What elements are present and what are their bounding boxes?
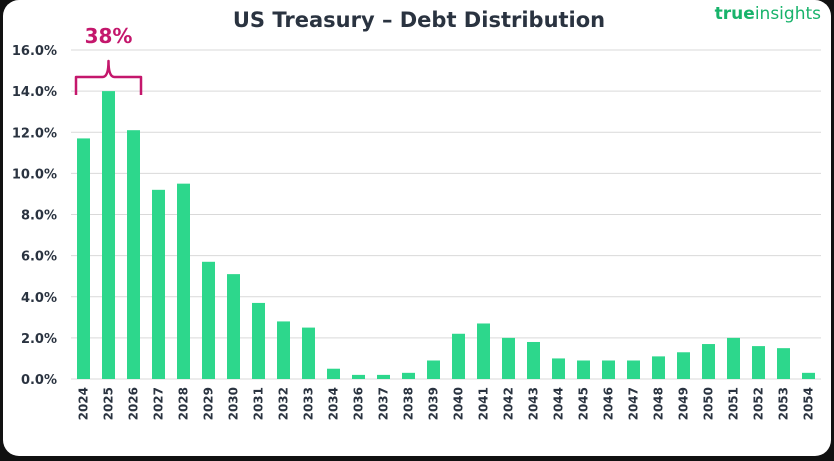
x-tick-label: 2032 xyxy=(277,387,291,420)
y-tick-label: 14.0% xyxy=(12,85,57,100)
bar-2027 xyxy=(152,189,165,379)
bar-2031 xyxy=(252,302,265,379)
chart-title: US Treasury – Debt Distribution xyxy=(233,8,605,32)
chart-card: US Treasury – Debt Distribution trueinsi… xyxy=(3,0,831,456)
y-tick-label: 2.0% xyxy=(21,332,57,347)
x-tick-label: 2037 xyxy=(377,387,391,420)
annotation-bracket: 38% xyxy=(74,24,143,95)
x-tick-label: 2025 xyxy=(102,387,116,420)
x-tick-label: 2050 xyxy=(702,387,716,420)
bar-2044 xyxy=(552,358,565,379)
bar-2039 xyxy=(427,360,440,379)
brand-logo: trueinsights xyxy=(715,4,821,24)
x-tick-label: 2048 xyxy=(652,387,666,420)
bar-2046 xyxy=(602,360,615,379)
bar-2026 xyxy=(127,130,140,379)
bar-2047 xyxy=(627,360,640,379)
bar-2036 xyxy=(352,374,365,379)
x-tick-label: 2027 xyxy=(152,387,166,420)
bar-2038 xyxy=(402,372,415,379)
x-tick-label: 2031 xyxy=(252,387,266,420)
x-tick-label: 2045 xyxy=(577,387,591,420)
bar-2043 xyxy=(527,341,540,379)
bar-2050 xyxy=(702,344,715,379)
bar-2029 xyxy=(202,261,215,379)
x-tick-label: 2038 xyxy=(402,387,416,420)
bar-2042 xyxy=(502,337,515,379)
y-tick-label: 12.0% xyxy=(12,126,57,141)
x-tick-label: 2042 xyxy=(502,387,516,420)
x-tick-label: 2026 xyxy=(127,387,141,420)
x-tick-label: 2049 xyxy=(677,387,691,420)
x-tick-label: 2041 xyxy=(477,387,491,420)
bar-2030 xyxy=(227,274,240,379)
bar-2049 xyxy=(677,352,690,379)
x-tick-label: 2054 xyxy=(802,387,816,420)
bar-2051 xyxy=(727,337,740,379)
brand-logo-insights: insights xyxy=(755,4,821,24)
x-tick-label: 2028 xyxy=(177,387,191,420)
bar-2041 xyxy=(477,323,490,379)
bar-2034 xyxy=(327,368,340,379)
gridlines xyxy=(71,49,821,380)
x-tick-label: 2024 xyxy=(77,387,91,420)
x-tick-label: 2047 xyxy=(627,387,641,420)
bar-2045 xyxy=(577,360,590,379)
bar-2048 xyxy=(652,356,665,379)
x-tick-label: 2036 xyxy=(352,387,366,420)
bar-2032 xyxy=(277,321,290,379)
bar-2033 xyxy=(302,327,315,379)
bar-2052 xyxy=(752,346,765,379)
bar-2024 xyxy=(77,138,90,379)
y-tick-label: 8.0% xyxy=(21,209,57,224)
x-tick-label: 2046 xyxy=(602,387,616,420)
brand-logo-true: true xyxy=(715,4,755,24)
y-tick-label: 10.0% xyxy=(12,167,57,182)
bar-2025 xyxy=(102,91,115,379)
x-axis-ticks: 2024 2025 2026 2027 2028 2029 2030 2031 2032 2033… xyxy=(77,387,816,420)
bar-2054 xyxy=(802,372,815,379)
bars xyxy=(77,91,815,379)
x-tick-label: 2034 xyxy=(327,387,341,420)
bar-chart: US Treasury – Debt Distribution trueinsi… xyxy=(12,4,821,420)
x-tick-label: 2053 xyxy=(777,387,791,420)
y-tick-label: 4.0% xyxy=(21,291,57,306)
x-tick-label: 2039 xyxy=(427,387,441,420)
x-tick-label: 2043 xyxy=(527,387,541,420)
annotation-label: 38% xyxy=(85,24,133,48)
x-tick-label: 2051 xyxy=(727,387,741,420)
y-tick-label: 6.0% xyxy=(21,250,57,265)
x-tick-label: 2052 xyxy=(752,387,766,420)
x-tick-label: 2029 xyxy=(202,387,216,420)
bar-2028 xyxy=(177,183,190,379)
x-tick-label: 2030 xyxy=(227,387,241,420)
bar-2037 xyxy=(377,374,390,379)
x-tick-label: 2033 xyxy=(302,387,316,420)
bar-2053 xyxy=(777,348,790,379)
y-axis-ticks: 0.0% 2.0% 4.0% 6.0% 8.0% 10.0% 12.0% 14.0% 16.0% xyxy=(12,44,57,388)
annotation-bracket-line xyxy=(74,59,143,95)
x-tick-label: 2040 xyxy=(452,387,466,420)
x-tick-label: 2044 xyxy=(552,387,566,420)
bar-2040 xyxy=(452,333,465,379)
y-tick-label: 16.0% xyxy=(12,44,57,59)
y-tick-label: 0.0% xyxy=(21,373,57,388)
